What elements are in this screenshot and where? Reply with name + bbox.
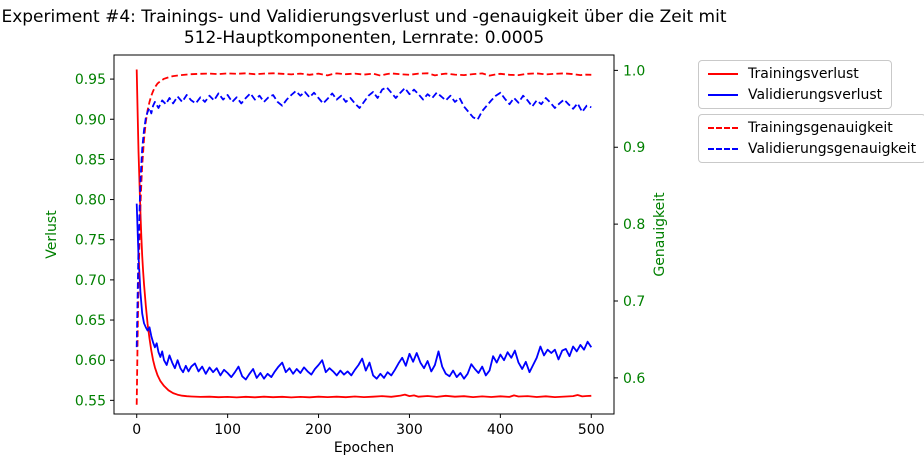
legend-label-validierungsgenauigkeit: Validierungsgenauigkeit — [748, 141, 917, 157]
left-tick-label: 0.80 — [75, 193, 106, 209]
legend-accuracy: Trainingsgenauigkeit Validierungsgenauig… — [698, 114, 924, 163]
y-axis-label-left: Verlust — [44, 210, 60, 259]
series-trainingsverlust — [135, 69, 592, 399]
legend-item-trainingsverlust: Trainingsverlust — [708, 65, 882, 83]
left-tick-label: 0.90 — [75, 112, 106, 128]
right-tick-label: 0.6 — [623, 371, 645, 387]
x-tick-label: 0 — [132, 422, 141, 438]
x-tick-label: 500 — [578, 422, 605, 438]
left-tick-label: 0.75 — [75, 233, 106, 249]
validierungsverlust-line-sample — [708, 94, 738, 96]
left-tick-label: 0.70 — [75, 273, 106, 289]
left-tick-label: 0.95 — [75, 72, 106, 88]
series-trainingsgenauigkeit — [135, 72, 592, 405]
legend-label-trainingsgenauigkeit: Trainingsgenauigkeit — [748, 120, 893, 136]
legend-item-validierungsgenauigkeit: Validierungsgenauigkeit — [708, 140, 916, 158]
chart-title-line2: 512-Hauptkomponenten, Lernrate: 0.0005 — [183, 28, 545, 48]
chart-title: Experiment #4: Trainings- und Validierun… — [0, 7, 728, 49]
axes-box — [113, 54, 615, 415]
right-tick-label: 0.9 — [623, 140, 645, 156]
trainingsgenauigkeit-line-sample — [708, 127, 738, 129]
series-validierungsgenauigkeit — [135, 86, 592, 348]
chart-title-line1: Experiment #4: Trainings- und Validierun… — [1, 7, 727, 27]
legend-label-trainingsverlust: Trainingsverlust — [748, 66, 859, 82]
series-validierungsverlust — [135, 203, 593, 381]
left-tick-label: 0.85 — [75, 152, 106, 168]
validierungsgenauigkeit-line-sample — [708, 148, 738, 150]
right-tick-label: 1.0 — [623, 63, 645, 79]
legend-label-validierungsverlust: Validierungsverlust — [748, 87, 883, 103]
right-tick-label: 0.7 — [623, 294, 645, 310]
right-tick-label: 0.8 — [623, 217, 645, 233]
left-tick-label: 0.60 — [75, 353, 106, 369]
left-tick-label: 0.55 — [75, 393, 106, 409]
x-tick-label: 400 — [487, 422, 514, 438]
x-tick-label: 100 — [214, 422, 241, 438]
left-tick-label: 0.65 — [75, 313, 106, 329]
legend-item-validierungsverlust: Validierungsverlust — [708, 86, 882, 104]
y-axis-label-right: Genauigkeit — [652, 192, 668, 277]
x-tick-label: 200 — [305, 422, 332, 438]
legend-item-trainingsgenauigkeit: Trainingsgenauigkeit — [708, 119, 916, 137]
x-tick-label: 300 — [396, 422, 423, 438]
x-axis-label: Epochen — [334, 440, 394, 456]
legend-loss: Trainingsverlust Validierungsverlust — [698, 60, 893, 109]
trainingsverlust-line-sample — [708, 73, 738, 75]
